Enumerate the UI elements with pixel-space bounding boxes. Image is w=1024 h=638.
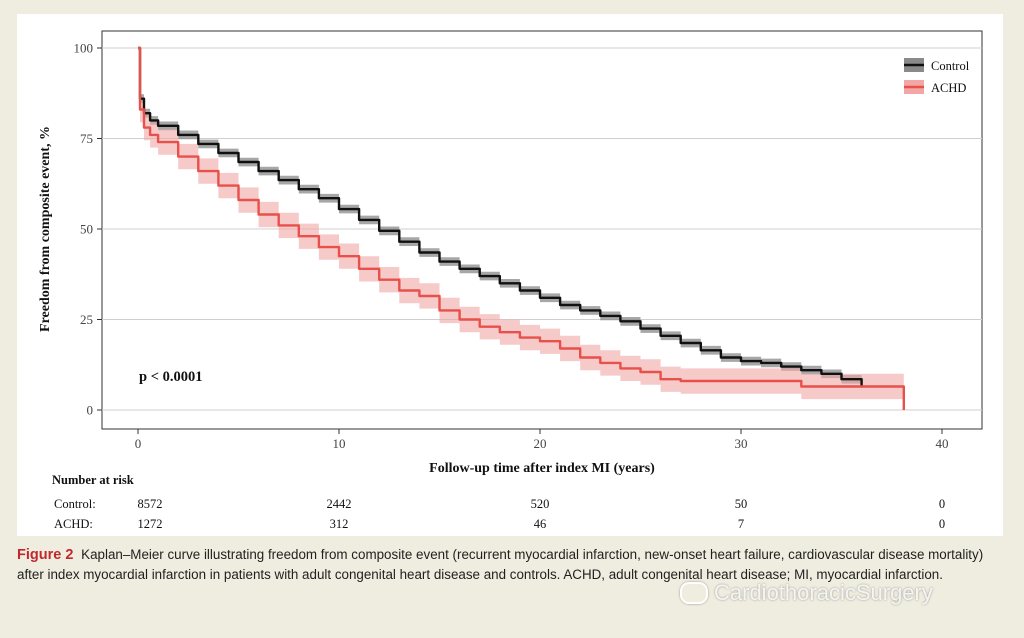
x-tick-label: 30 [735, 436, 748, 451]
risk-value: 8572 [138, 497, 163, 511]
wechat-icon [680, 582, 708, 604]
km-chart: 0 25 50 75 100 0 10 20 30 40 Follow-up time after… [38, 30, 983, 531]
plot-area [101, 30, 983, 430]
risk-table-title: Number at risk [52, 473, 134, 487]
y-tick-label: 0 [87, 403, 94, 418]
risk-value: 50 [735, 497, 748, 511]
y-tick-label: 50 [80, 222, 93, 237]
y-axis-title: Freedom from composite event, % [38, 126, 53, 332]
legend: Control ACHD [904, 58, 970, 95]
watermark-text: CardiothoracicSurgery [714, 580, 933, 605]
watermark: CardiothoracicSurgery [680, 580, 933, 606]
risk-value: 46 [534, 517, 547, 531]
legend-achd-label: ACHD [931, 81, 966, 95]
x-axis-title: Follow-up time after index MI (years) [429, 461, 655, 476]
risk-value: 312 [330, 517, 349, 531]
km-line-achd [138, 46, 905, 410]
risk-value: 1272 [138, 517, 163, 531]
y-tick-label: 75 [80, 131, 93, 146]
risk-value: 7 [738, 517, 744, 531]
x-tick-label: 10 [333, 436, 346, 451]
risk-table: Number at risk Control: ACHD: 8572 2442 52… [52, 473, 945, 531]
risk-row-label-achd: ACHD: [54, 517, 93, 531]
figure-caption: Figure 2 Kaplan–Meier curve illustrating… [17, 545, 1007, 585]
y-tick-label: 25 [80, 312, 93, 327]
risk-row-label-control: Control: [54, 497, 96, 511]
p-value-annotation: p < 0.0001 [139, 369, 202, 385]
x-tick-label: 40 [936, 436, 949, 451]
risk-value: 2442 [327, 497, 352, 511]
figure-panel: 0 25 50 75 100 0 10 20 30 40 Follow-up time after… [17, 14, 1003, 536]
risk-value: 520 [531, 497, 550, 511]
caption-figure-label: Figure 2 [17, 547, 74, 563]
km-line-control [138, 46, 863, 387]
caption-text: Kaplan–Meier curve illustrating freedom … [17, 547, 984, 582]
x-tick-label: 20 [534, 436, 547, 451]
x-tick-label: 0 [135, 436, 142, 451]
y-tick-label: 100 [74, 41, 94, 56]
risk-value: 0 [939, 497, 945, 511]
risk-value: 0 [939, 517, 945, 531]
legend-control-label: Control [931, 59, 970, 73]
